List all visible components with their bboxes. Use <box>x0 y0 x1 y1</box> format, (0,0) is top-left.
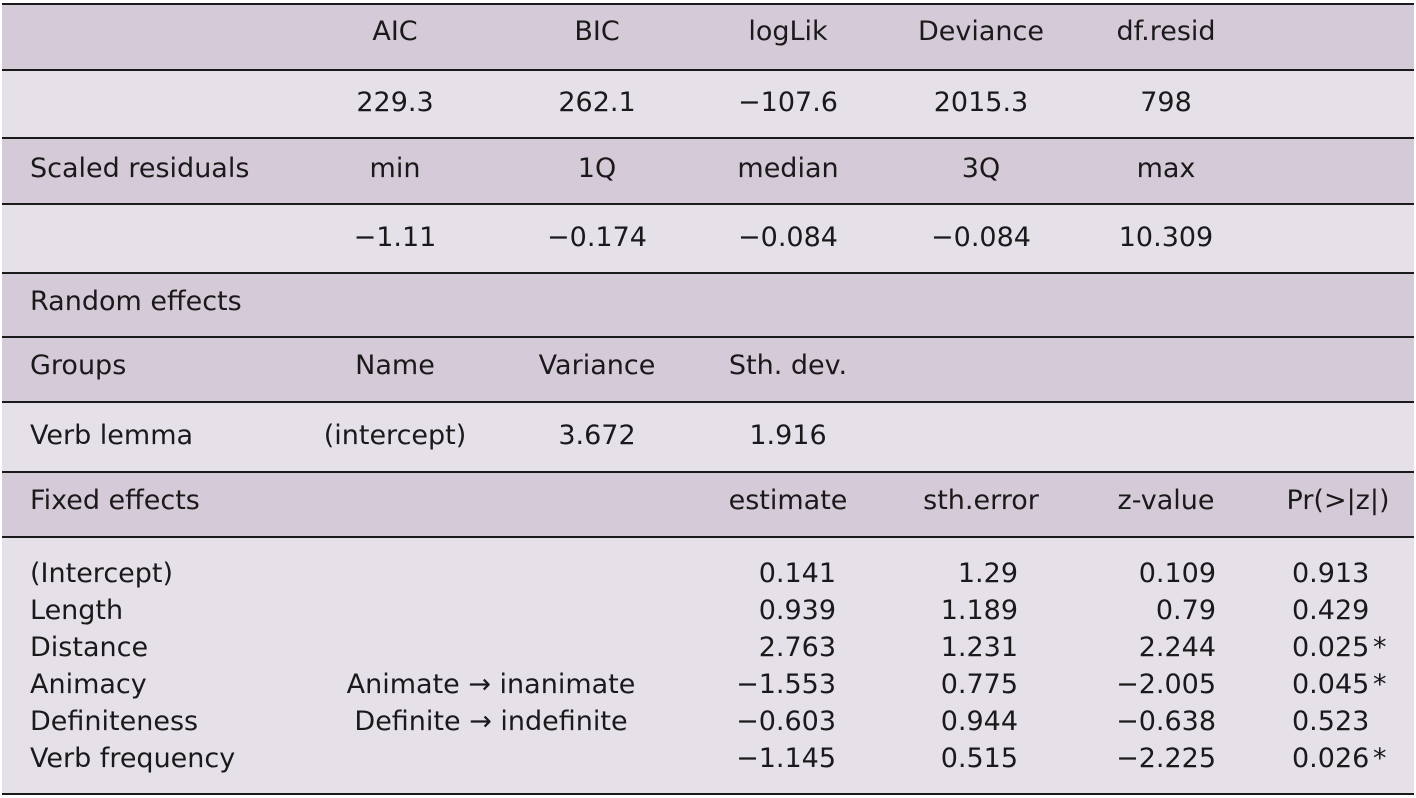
header-max: max <box>1136 153 1196 184</box>
scaled-residuals-label: Scaled residuals <box>30 153 250 184</box>
value-variance: 3.672 <box>558 420 636 451</box>
fixed-effects-title: Fixed effects <box>30 485 200 516</box>
fixed-effect-contrast: Animate → inanimate <box>346 669 636 700</box>
fixed-effect-std-error: 1.231 <box>940 632 1018 663</box>
fixed-effect-term: Distance <box>30 632 149 663</box>
fixed-effect-estimate: 0.141 <box>758 558 836 589</box>
fixed-effect-p-value: 0.429 <box>1292 595 1370 626</box>
fixed-effect-z-value: −0.638 <box>1116 706 1216 737</box>
header-sth-error: sth.error <box>923 485 1039 516</box>
header-sth-dev: Sth. dev. <box>728 350 848 381</box>
random-effects-data-row: Verb lemma (intercept) 3.672 1.916 <box>2 403 1414 473</box>
fixed-effect-row: Length 0.939 1.189 0.79 0.429 <box>2 592 1414 629</box>
fit-stats-values-row: 229.3 262.1 −107.6 2015.3 798 <box>2 71 1414 139</box>
fixed-effect-term: Definiteness <box>30 706 199 737</box>
header-deviance: Deviance <box>918 16 1044 47</box>
fixed-effect-z-value: 2.244 <box>1138 632 1216 663</box>
fixed-effect-row: Animacy Animate → inanimate −1.553 0.775 −2.… <box>2 666 1414 703</box>
scaled-residuals-values-row: −1.11 −0.174 −0.084 −0.084 10.309 <box>2 205 1414 274</box>
fixed-effect-row: Definiteness Definite → indefinite −0.603 0… <box>2 703 1414 740</box>
fixed-effect-estimate: 2.763 <box>758 632 836 663</box>
fixed-effect-contrast: Definite → indefinite <box>354 706 628 737</box>
fixed-effect-z-value: 0.109 <box>1138 558 1216 589</box>
fixed-effect-term: Verb frequency <box>30 743 236 774</box>
value-1q: −0.174 <box>547 222 647 253</box>
fixed-effects-header-row: Fixed effects estimate sth.error z-value… <box>2 473 1414 538</box>
fixed-effect-std-error: 1.189 <box>940 595 1018 626</box>
significance-star: * <box>1373 632 1387 663</box>
header-variance: Variance <box>538 350 656 381</box>
header-groups: Groups <box>30 350 127 381</box>
fixed-effect-term: Length <box>30 595 124 626</box>
fixed-effect-p-value: 0.026 <box>1292 743 1370 774</box>
fixed-effect-std-error: 1.29 <box>957 558 1018 589</box>
model-summary-table: AIC BIC logLik Deviance df.resid 229.3 2… <box>2 3 1414 795</box>
fixed-effect-std-error: 0.515 <box>940 743 1018 774</box>
fixed-effect-z-value: −2.225 <box>1116 743 1216 774</box>
fixed-effect-std-error: 0.775 <box>940 669 1018 700</box>
header-median: median <box>737 153 839 184</box>
value-sth-dev: 1.916 <box>749 420 827 451</box>
significance-star: * <box>1373 743 1387 774</box>
header-bic: BIC <box>574 16 620 47</box>
fit-stats-header-row: AIC BIC logLik Deviance df.resid <box>2 5 1414 71</box>
header-z-value: z-value <box>1117 485 1215 516</box>
fixed-effect-term: (Intercept) <box>30 558 174 589</box>
header-3q: 3Q <box>961 153 1001 184</box>
value-aic: 229.3 <box>356 87 434 118</box>
scaled-residuals-header-row: Scaled residuals min 1Q median 3Q max <box>2 139 1414 205</box>
fixed-effect-term: Animacy <box>30 669 147 700</box>
fixed-effect-estimate: −0.603 <box>736 706 836 737</box>
fixed-effect-estimate: −1.553 <box>736 669 836 700</box>
fixed-effect-estimate: −1.145 <box>736 743 836 774</box>
header-df-resid: df.resid <box>1116 16 1216 47</box>
header-1q: 1Q <box>577 153 617 184</box>
fixed-effect-row: Verb frequency −1.145 0.515 −2.225 0.026 * <box>2 740 1414 777</box>
group-verb-lemma: Verb lemma <box>30 420 194 451</box>
random-effects-title-row: Random effects <box>2 274 1414 338</box>
value-max: 10.309 <box>1118 222 1214 253</box>
value-min: −1.11 <box>353 222 437 253</box>
fixed-effect-p-value: 0.523 <box>1292 706 1370 737</box>
random-effects-title: Random effects <box>30 286 242 317</box>
value-bic: 262.1 <box>558 87 636 118</box>
header-min: min <box>369 153 421 184</box>
name-intercept: (intercept) <box>323 420 467 451</box>
fixed-effect-row: Distance 2.763 1.231 2.244 0.025 * <box>2 629 1414 666</box>
value-df-resid: 798 <box>1140 87 1192 118</box>
significance-star: * <box>1373 669 1387 700</box>
fixed-effect-z-value: −2.005 <box>1116 669 1216 700</box>
fixed-effect-row: (Intercept) 0.141 1.29 0.109 0.913 <box>2 555 1414 592</box>
header-name: Name <box>355 350 435 381</box>
fixed-effects-body: (Intercept) 0.141 1.29 0.109 0.913 Length 0.93… <box>2 538 1414 795</box>
random-effects-header-row: Groups Name Variance Sth. dev. <box>2 338 1414 403</box>
header-aic: AIC <box>372 16 418 47</box>
fixed-effect-p-value: 0.045 <box>1292 669 1370 700</box>
fixed-effect-std-error: 0.944 <box>940 706 1018 737</box>
fixed-effect-p-value: 0.913 <box>1292 558 1370 589</box>
value-loglik: −107.6 <box>738 87 838 118</box>
value-3q: −0.084 <box>931 222 1031 253</box>
header-loglik: logLik <box>748 16 828 47</box>
fixed-effect-p-value: 0.025 <box>1292 632 1370 663</box>
header-pr-z: Pr(>|z|) <box>1286 485 1390 516</box>
header-estimate: estimate <box>728 485 848 516</box>
fixed-effect-estimate: 0.939 <box>758 595 836 626</box>
fixed-effect-z-value: 0.79 <box>1155 595 1216 626</box>
value-deviance: 2015.3 <box>933 87 1029 118</box>
value-median: −0.084 <box>738 222 838 253</box>
